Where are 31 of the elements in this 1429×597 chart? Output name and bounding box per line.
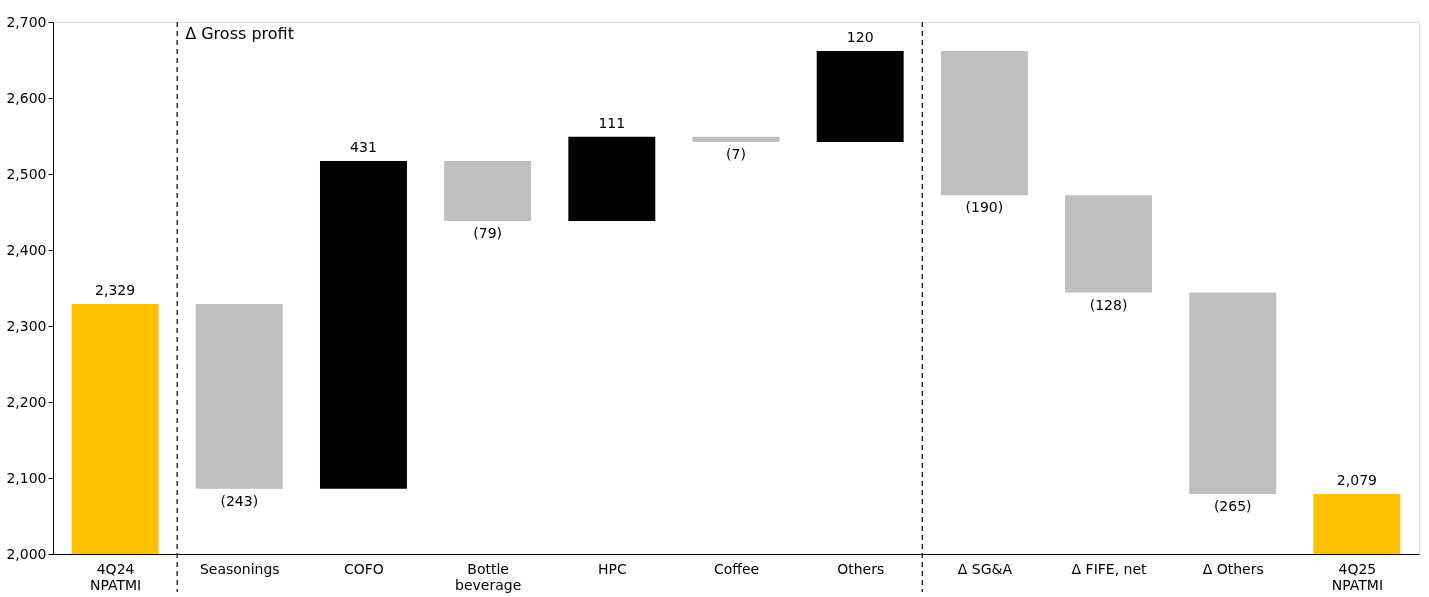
x-tick-label: Δ FIFE, net — [1071, 560, 1148, 577]
y-tick-label: 2,400 — [6, 241, 47, 258]
y-tick-label: 2,100 — [6, 469, 47, 486]
y-tick-label: 2,000 — [6, 545, 47, 562]
x-tick-label: Bottle beverage — [455, 560, 522, 593]
data-label: (190) — [965, 199, 1004, 216]
data-label: 111 — [598, 114, 626, 131]
x-tick-label: COFO — [344, 560, 384, 577]
data-label: 431 — [350, 139, 377, 156]
data-label: 2,329 — [95, 281, 136, 298]
data-label: (265) — [1213, 497, 1252, 514]
y-tick-label: 2,600 — [6, 89, 47, 106]
x-tick-label: 4Q24 NPATMI — [89, 560, 142, 593]
x-tick-label: HPC — [597, 560, 627, 577]
y-tick-label: 2,700 — [6, 13, 47, 30]
x-tick-label: Seasonings — [199, 560, 280, 577]
data-label: (79) — [473, 225, 503, 242]
x-tick-label: Others — [837, 560, 885, 577]
y-tick-label: 2,300 — [6, 317, 47, 334]
data-label: (128) — [1089, 296, 1128, 313]
x-tick-label: Δ Others — [1202, 560, 1264, 577]
x-tick-label: Coffee — [713, 560, 760, 577]
x-tick-label: 4Q25 NPATMI — [1331, 560, 1384, 593]
y-tick-label: 2,200 — [6, 393, 47, 410]
data-label: 120 — [846, 28, 874, 45]
annotation: Δ Gross profit — [185, 24, 294, 43]
y-tick-label: 2,500 — [6, 165, 47, 182]
data-label: 2,079 — [1336, 471, 1377, 488]
data-label: (243) — [220, 492, 259, 509]
x-tick-label: Δ SG&A — [957, 560, 1013, 577]
data-label: (7) — [726, 146, 746, 163]
